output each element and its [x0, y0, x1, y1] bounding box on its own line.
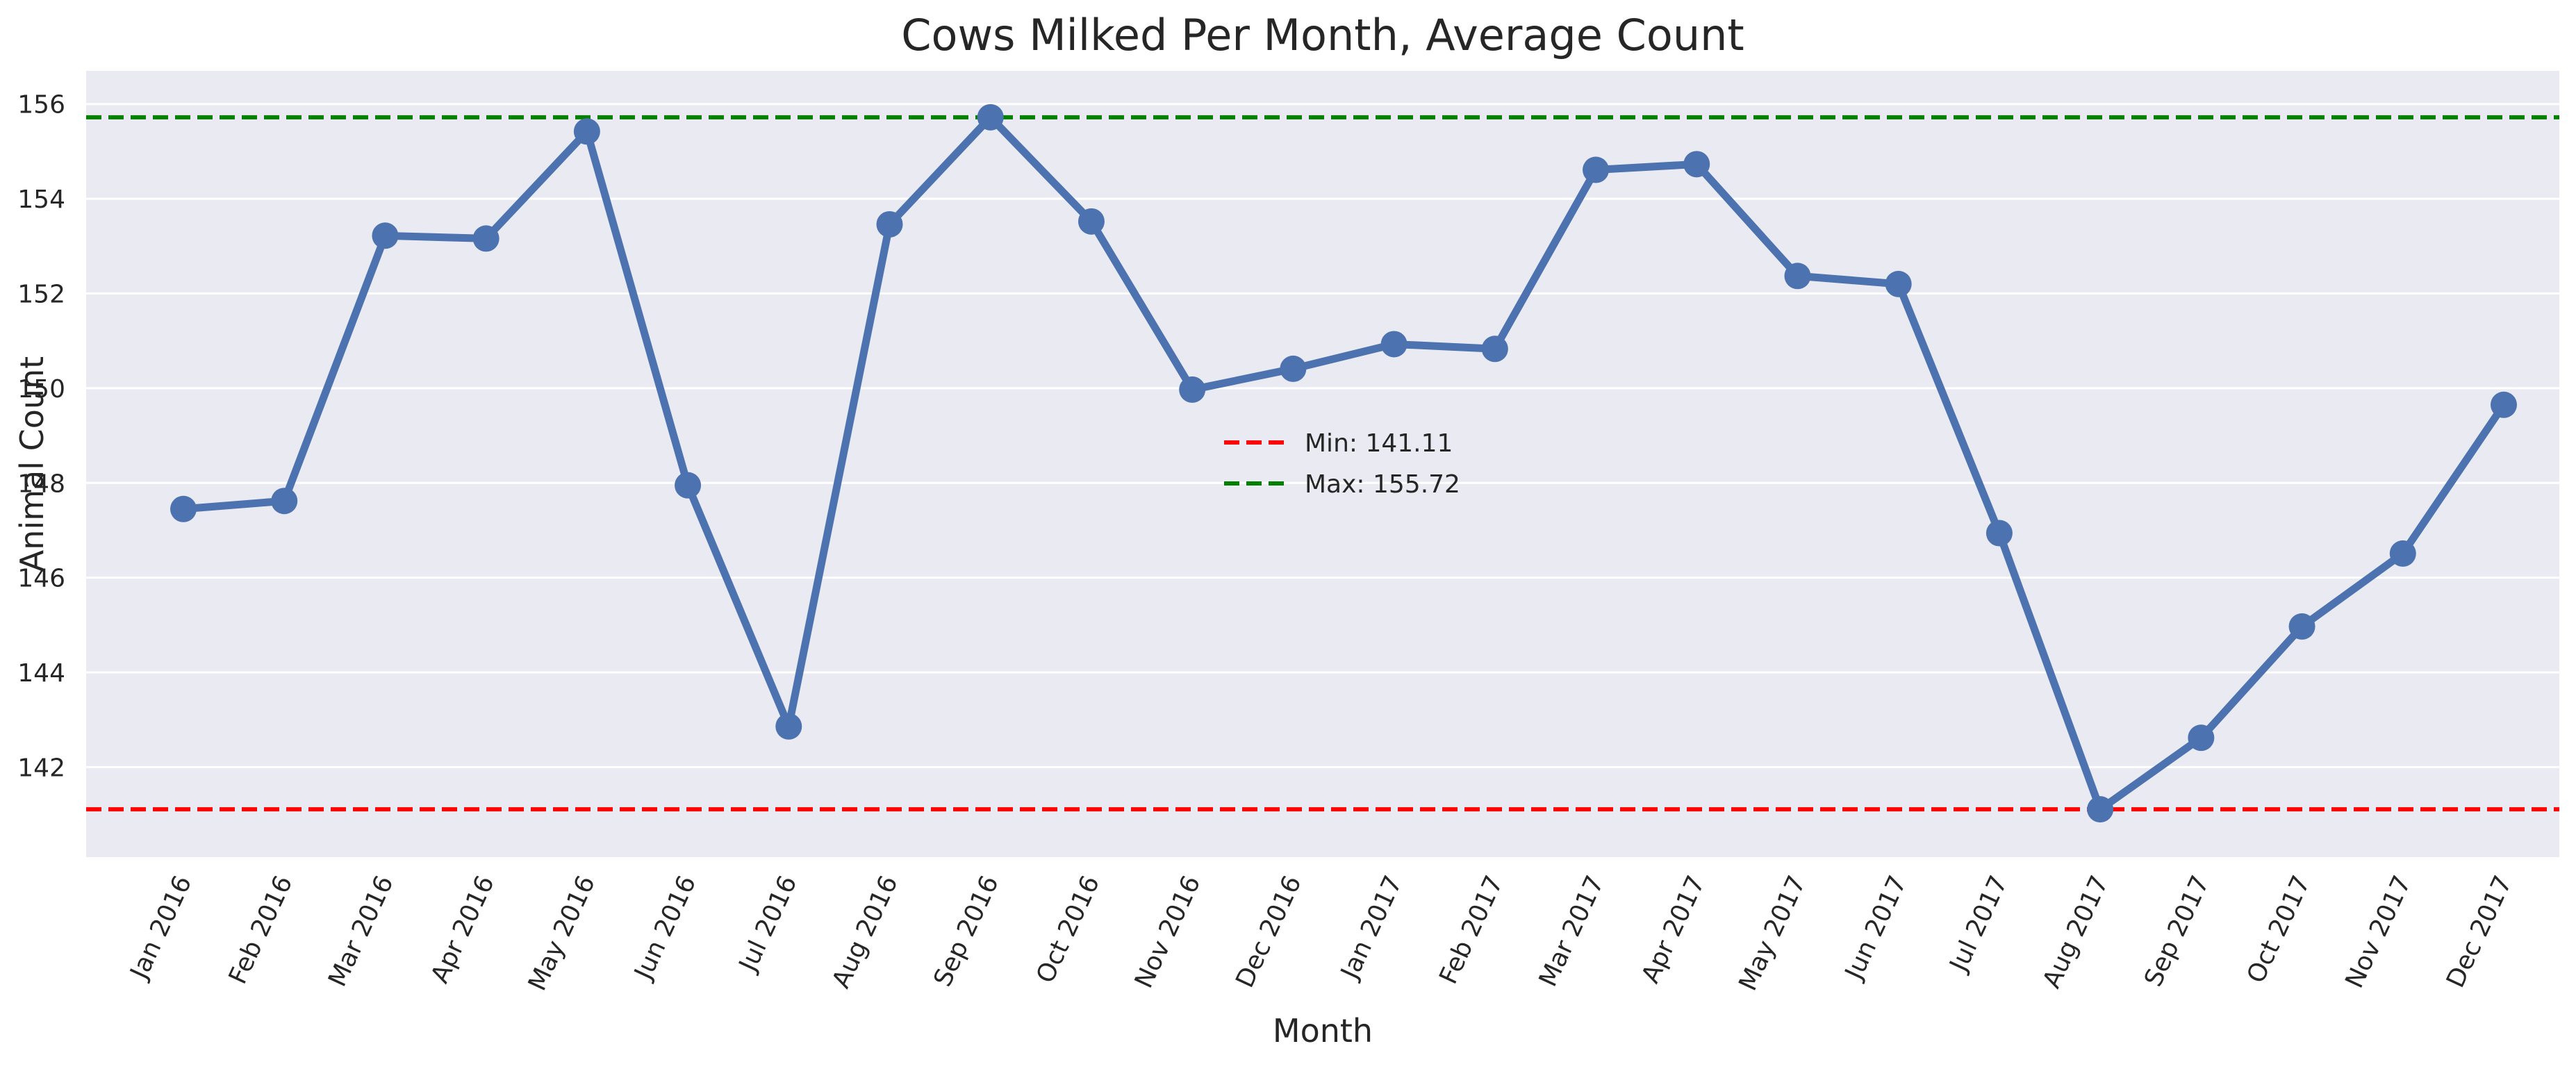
y-tick-label: 144 — [17, 659, 65, 688]
plot-area — [86, 71, 2559, 857]
data-point — [1481, 335, 1508, 363]
legend-label-max: Max: 155.72 — [1305, 470, 1460, 499]
data-point — [2188, 724, 2215, 752]
y-tick-label: 148 — [17, 470, 65, 498]
data-point — [1784, 263, 1811, 290]
legend: Min: 141.11 Max: 155.72 — [1224, 429, 1460, 499]
y-tick-label: 156 — [17, 91, 65, 119]
x-tick-label: Feb 2017 — [1434, 871, 1509, 988]
x-tick-label: Aug 2016 — [827, 871, 903, 992]
data-point — [2087, 796, 2114, 823]
data-point — [2288, 613, 2315, 640]
data-point — [1280, 355, 1307, 382]
data-point — [775, 713, 802, 740]
y-tick-labels: 142 144 146 148 150 152 154 156 — [17, 91, 65, 783]
x-tick-label: Jun 2016 — [629, 871, 702, 985]
data-point — [372, 222, 399, 249]
y-tick-label: 150 — [17, 375, 65, 404]
x-tick-label: Mar 2016 — [323, 871, 399, 991]
x-tick-label: Sep 2017 — [2139, 871, 2215, 991]
x-tick-label: Jan 2017 — [1335, 871, 1408, 984]
x-tick-label: May 2017 — [1733, 871, 1811, 995]
reference-lines — [86, 115, 2559, 812]
data-point — [876, 210, 903, 238]
series-layer — [170, 103, 2517, 823]
x-tick-label: Apr 2016 — [426, 871, 500, 987]
data-point — [573, 118, 600, 145]
data-point — [2389, 540, 2416, 567]
x-tick-label: Dec 2017 — [2441, 871, 2518, 992]
x-tick-label: Oct 2016 — [1031, 871, 1105, 987]
x-tick-label: Jul 2017 — [1944, 871, 2013, 977]
x-axis-title: Month — [1273, 1012, 1373, 1050]
data-point — [170, 495, 197, 522]
data-point — [1985, 520, 2013, 547]
series-line — [179, 113, 2508, 813]
y-tick-label: 152 — [17, 281, 65, 309]
y-tick-label: 154 — [17, 185, 65, 214]
x-tick-label: Aug 2017 — [2038, 871, 2114, 992]
y-axis-title: Animal Count — [13, 356, 51, 572]
x-tick-label: Nov 2017 — [2340, 871, 2417, 992]
x-tick-label: Oct 2017 — [2242, 871, 2316, 987]
data-point — [675, 472, 702, 499]
x-tick-label: Dec 2016 — [1230, 871, 1307, 992]
y-tick-label: 142 — [17, 754, 65, 782]
data-point — [1078, 208, 1105, 235]
grid-lines — [86, 103, 2559, 768]
x-tick-label: May 2016 — [523, 871, 601, 995]
data-point — [2491, 391, 2517, 418]
data-point — [1683, 151, 1710, 178]
x-tick-label: Apr 2017 — [1636, 871, 1710, 987]
legend-label-min: Min: 141.11 — [1305, 429, 1453, 458]
x-tick-label: Jan 2016 — [124, 871, 197, 984]
x-tick-label: Nov 2016 — [1130, 871, 1206, 992]
x-tick-label: Jun 2017 — [1840, 871, 1913, 985]
y-tick-label: 146 — [17, 565, 65, 593]
data-point — [977, 103, 1004, 131]
x-tick-label: Mar 2017 — [1534, 871, 1610, 991]
data-point — [472, 225, 499, 252]
x-tick-label: Feb 2016 — [224, 871, 299, 988]
data-point — [1380, 331, 1407, 358]
x-tick-label: Sep 2016 — [929, 871, 1005, 991]
data-point — [1583, 156, 1610, 183]
chart-title: Cows Milked Per Month, Average Count — [901, 10, 1744, 60]
x-tick-label: Jul 2016 — [734, 871, 803, 977]
x-tick-labels: Jan 2016 Feb 2016 Mar 2016 Apr 2016 May 2016… — [124, 871, 2518, 995]
data-point — [1885, 270, 1912, 297]
data-point — [271, 488, 298, 515]
data-point — [1179, 376, 1206, 403]
